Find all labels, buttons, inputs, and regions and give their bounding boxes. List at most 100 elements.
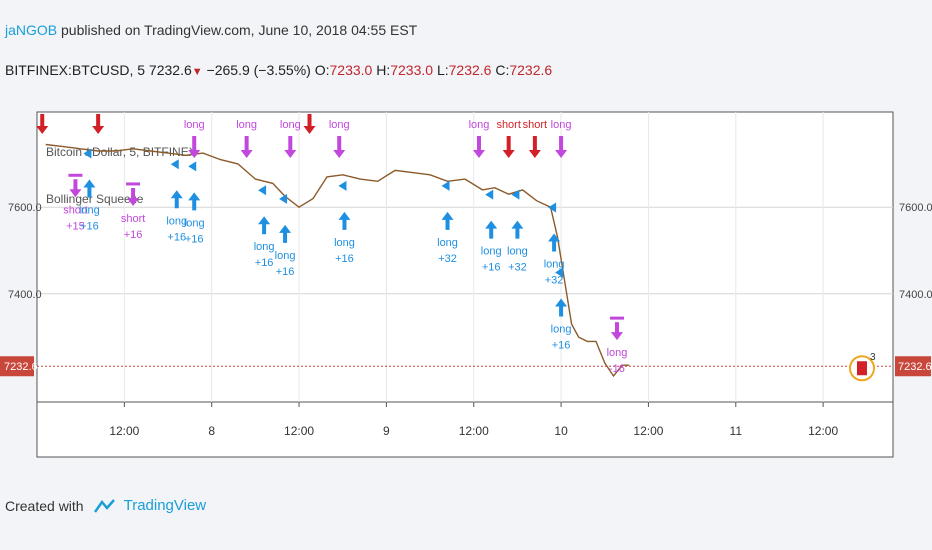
- event-flag-stripe: [857, 361, 867, 376]
- trade-label: long: [481, 246, 502, 258]
- time-axis-area: [36, 401, 894, 458]
- long-arrow-icon: [511, 220, 524, 239]
- long-arrow-icon: [83, 179, 96, 198]
- entry-marker-icon: [548, 202, 557, 213]
- entry-marker-icon: [441, 180, 450, 191]
- top-signal-label: long: [329, 119, 350, 131]
- last-price: 7232.6: [148, 62, 192, 78]
- trade-pnl: +16: [276, 266, 295, 278]
- short-arrow-icon: [127, 187, 140, 206]
- x-tick-label: 12:00: [284, 424, 314, 438]
- long-arrow-icon: [170, 190, 183, 209]
- x-tick-label: 8: [208, 424, 215, 438]
- author-link[interactable]: jaNGOB: [5, 22, 58, 38]
- long-arrow-icon: [441, 211, 454, 230]
- plot-area: [36, 111, 894, 403]
- entry-marker-icon: [485, 189, 494, 200]
- x-tick-label: 12:00: [633, 424, 663, 438]
- x-tick-label: 9: [383, 424, 390, 438]
- top-signal-label: long: [184, 119, 205, 131]
- x-tick-label: 12:00: [808, 424, 838, 438]
- long-arrow-icon: [338, 211, 351, 230]
- long-arrow-icon: [485, 220, 498, 239]
- low-label: L:: [436, 62, 449, 78]
- short-entry-arrow-icon: [303, 114, 316, 134]
- top-signal-arrow-icon: [333, 136, 346, 158]
- publish-line: jaNGOB published on TradingView.com, Jun…: [5, 22, 417, 38]
- trade-pnl: +32: [508, 262, 527, 274]
- publish-info: published on TradingView.com, June 10, 2…: [61, 22, 418, 38]
- trade-pnl: +16: [482, 262, 501, 274]
- top-signal-arrow-icon: [528, 136, 541, 158]
- legend-indicator: Bollinger Squeeze: [46, 192, 144, 206]
- trade-label: long: [607, 347, 628, 359]
- trade-pnl: +16: [185, 233, 204, 245]
- top-signal-label: long: [551, 119, 572, 131]
- trade-label: long: [254, 241, 275, 253]
- entry-marker-icon: [279, 193, 288, 204]
- entry-marker-icon: [555, 267, 564, 278]
- event-count-label: 3: [870, 352, 876, 363]
- y-tick-label-left: 7600.0: [8, 202, 42, 214]
- entry-marker-icon: [511, 189, 520, 200]
- trade-pnl: +16: [124, 229, 143, 241]
- close-value: 7232.6: [509, 62, 553, 78]
- tradingview-brand-link[interactable]: TradingView: [123, 497, 207, 514]
- low-value: 7232.6: [448, 62, 492, 78]
- down-triangle-icon: ▼: [191, 66, 203, 78]
- trade-pnl: +16: [80, 220, 99, 232]
- y-tick-label-right: 7600.0: [899, 202, 932, 214]
- trade-pnl: +16: [167, 231, 186, 243]
- trade-pnl: +16: [255, 257, 274, 269]
- trade-label: long: [437, 237, 458, 249]
- price-change: −265.9 (−3.55%): [206, 62, 311, 78]
- trade-label: long: [79, 204, 100, 216]
- top-signal-arrow-icon: [555, 136, 568, 158]
- trade-label: long: [184, 217, 205, 229]
- price-line: [45, 143, 630, 378]
- long-arrow-icon: [279, 224, 292, 243]
- x-tick-label: 11: [730, 424, 743, 438]
- top-signal-label: long: [280, 119, 301, 131]
- trade-label: long: [334, 237, 355, 249]
- entry-marker-icon: [170, 159, 179, 170]
- y-tick-label-right: 7400.0: [899, 289, 932, 301]
- close-label: C:: [495, 62, 510, 78]
- x-tick-label: 12:00: [459, 424, 489, 438]
- symbol-line: BITFINEX:BTCUSD, 5 7232.6▼ −265.9 (−3.55…: [5, 62, 552, 78]
- trade-pnl: +32: [438, 253, 457, 265]
- top-signal-arrow-icon: [188, 136, 201, 158]
- long-arrow-icon: [258, 216, 271, 235]
- trade-label: long: [275, 250, 296, 262]
- long-arrow-icon: [188, 192, 201, 211]
- long-arrow-icon: [555, 298, 568, 317]
- entry-marker-icon: [83, 148, 92, 159]
- footer: Created with TradingView: [5, 497, 206, 514]
- trade-label: long: [507, 246, 528, 258]
- created-with-label: Created with: [5, 497, 84, 514]
- symbol-name: BITFINEX:BTCUSD, 5: [5, 62, 146, 78]
- long-arrow-icon: [548, 233, 561, 252]
- top-signal-arrow-icon: [502, 136, 515, 158]
- x-tick-label: 10: [554, 424, 568, 438]
- trade-pnl: +32: [545, 275, 564, 287]
- short-entry-arrow-icon: [92, 114, 105, 134]
- top-signal-arrow-icon: [240, 136, 253, 158]
- open-value: 7233.0: [329, 62, 373, 78]
- short-arrow-icon: [610, 322, 623, 341]
- top-signal-label: short: [496, 119, 520, 131]
- entry-marker-icon: [188, 161, 197, 172]
- last-price-label-right: 7232.6: [898, 361, 932, 373]
- short-arrow-icon: [69, 179, 82, 198]
- top-signal-arrow-icon: [284, 136, 297, 158]
- trade-label: long: [166, 215, 187, 227]
- tradingview-logo-icon: [93, 498, 115, 513]
- trade-label: long: [544, 259, 565, 271]
- trade-pnl: +16: [335, 253, 354, 265]
- last-price-label-left: 7232.6: [4, 361, 38, 373]
- y-tick-label-left: 7400.0: [8, 289, 42, 301]
- open-label: O:: [314, 62, 330, 78]
- x-tick-label: 12:00: [109, 424, 139, 438]
- price-chart[interactable]: 7600.0 7600.0 7400.0 7400.0 12:00 8 12:00 9 12:0…: [0, 100, 932, 470]
- last-price-tag-right: [895, 356, 931, 377]
